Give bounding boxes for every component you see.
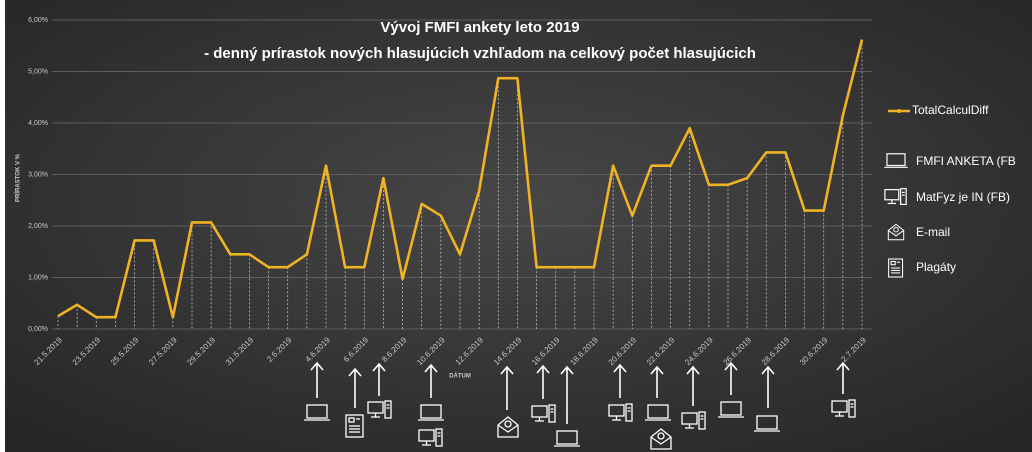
- chart-title: Vývoj FMFI ankety leto 2019: [380, 19, 579, 36]
- legend-label: E-mail: [916, 225, 950, 239]
- y-axis-title: PRÍRASTOK V %: [14, 153, 22, 202]
- chart-subtitle: - denný prírastok nových hlasujúcich vzh…: [204, 45, 756, 62]
- legend-swatch-marker: [897, 109, 901, 113]
- y-tick-label: 3,00%: [28, 171, 48, 178]
- y-tick-label: 4,00%: [28, 120, 48, 127]
- legend-label: FMFI ANKETA (FB: [916, 154, 1016, 168]
- channel-arrows: [310, 361, 850, 424]
- legend-label: Plagáty: [916, 260, 956, 274]
- legend-label: MatFyz je IN (FB): [916, 190, 1010, 204]
- x-axis-title: DÁTUM: [449, 373, 471, 380]
- legend-label: TotalCalculDiff: [912, 103, 989, 117]
- y-tick-label: 5,00%: [28, 68, 48, 75]
- y-tick-label: 6,00%: [28, 17, 48, 24]
- y-tick-label: 2,00%: [28, 223, 48, 230]
- series-line: [57, 39, 864, 319]
- y-tick-label: 1,00%: [28, 274, 48, 281]
- y-tick-label: 0,00%: [28, 326, 48, 333]
